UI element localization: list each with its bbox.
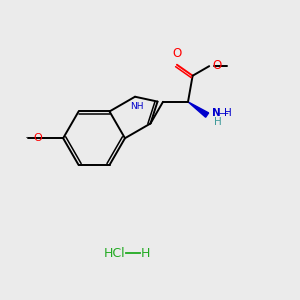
Text: HCl: HCl [104,247,125,260]
Text: —: — [218,108,228,118]
Text: NH: NH [130,102,143,111]
Text: H: H [141,247,150,260]
Text: O: O [172,47,182,60]
Text: methoxy: methoxy [26,137,33,138]
Text: H: H [224,108,232,118]
Text: H: H [214,117,222,127]
Polygon shape [188,102,209,117]
Text: N: N [212,108,221,118]
Text: O: O [213,59,222,72]
Text: O: O [33,133,42,143]
